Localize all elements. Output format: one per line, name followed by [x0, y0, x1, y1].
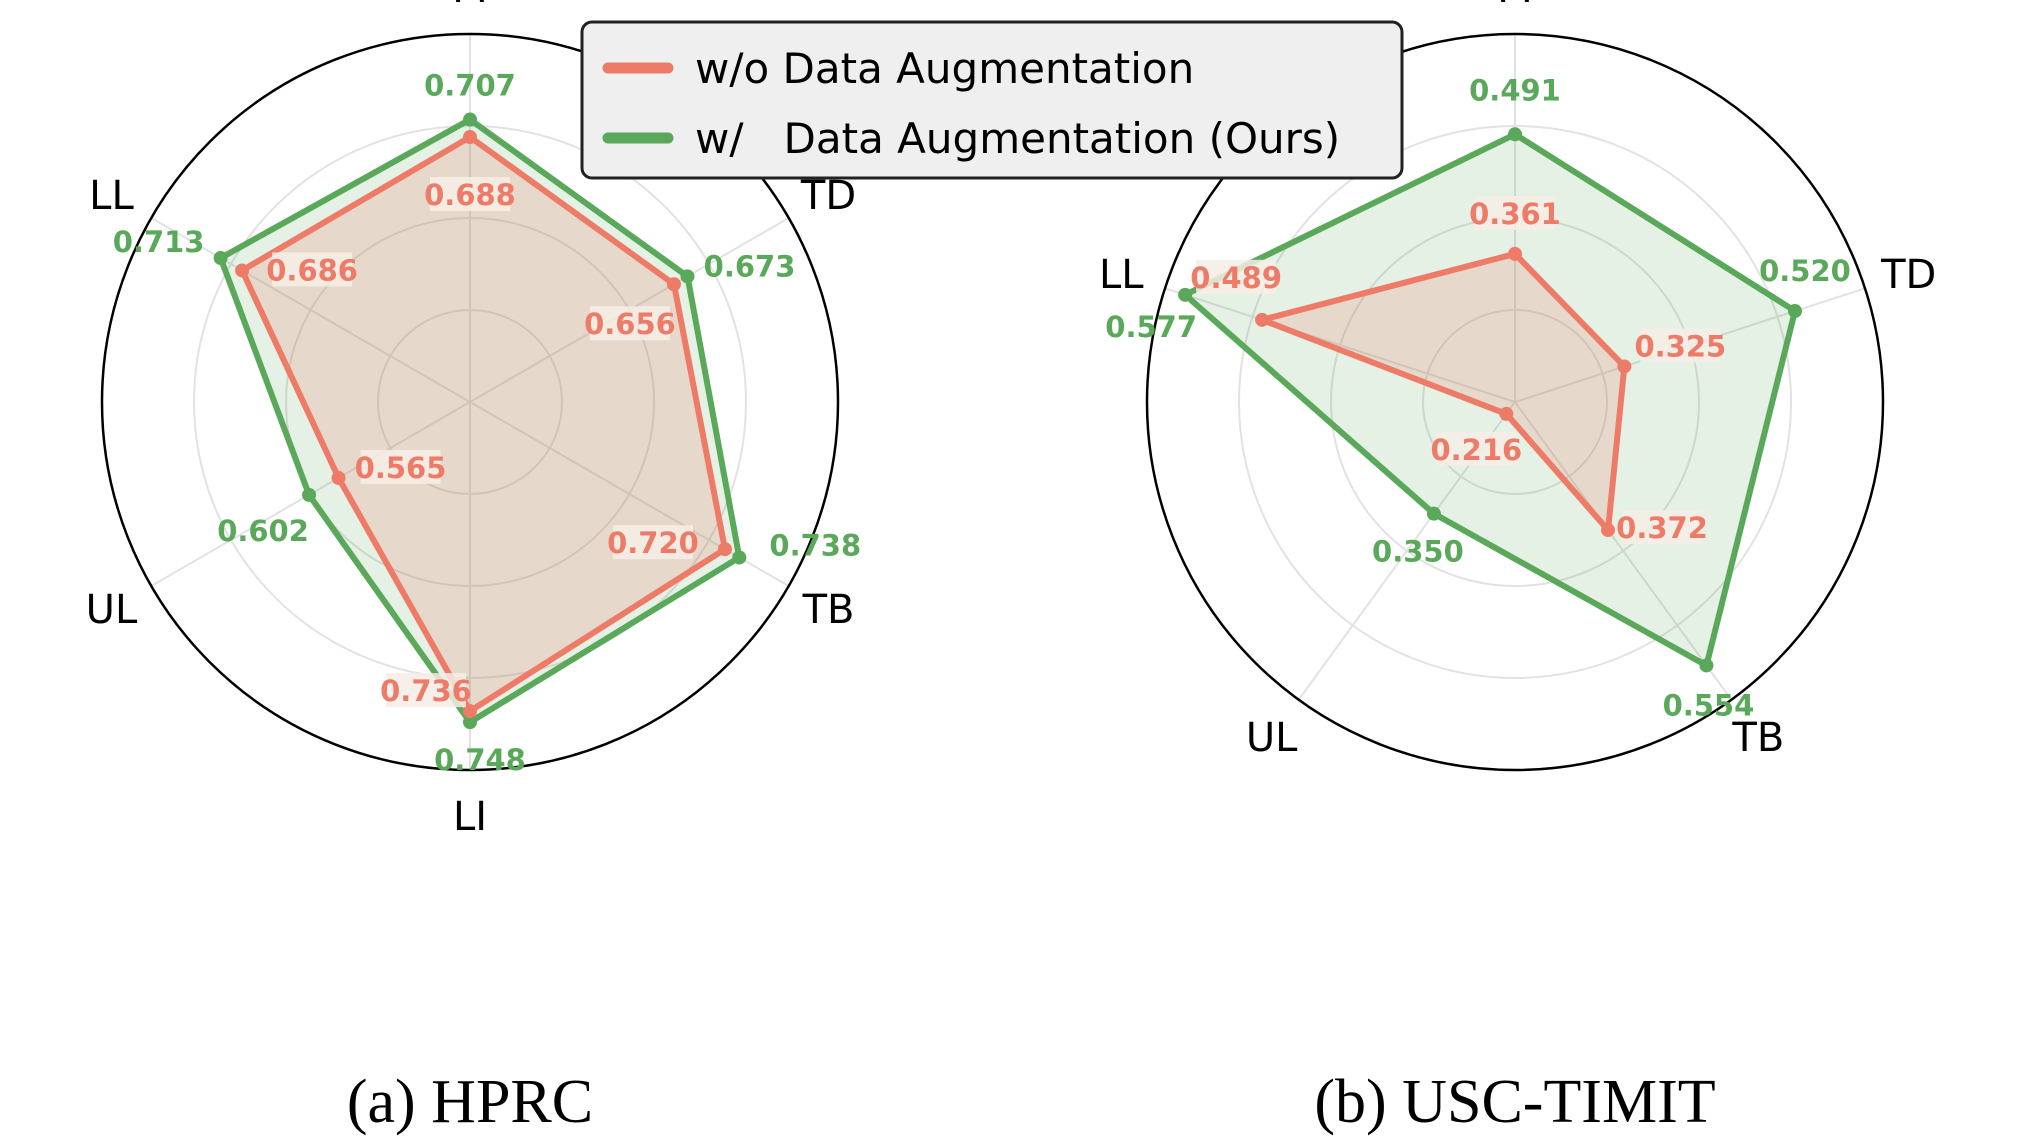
point-without-td: [1617, 359, 1632, 374]
value-label-without-tb: 0.720: [607, 526, 699, 560]
legend-box: [580, 20, 1404, 180]
value-label-with-td: 0.673: [704, 249, 796, 283]
point-with-td: [680, 269, 695, 284]
series-without-polygon: [1259, 250, 1628, 534]
value-label-bg: [1436, 431, 1517, 466]
chart-caption: (b) USC-TIMIT: [1314, 1068, 1715, 1136]
point-with-ll: [213, 251, 228, 266]
axis-label-ll: LL: [89, 173, 134, 219]
value-label-bg: [272, 252, 353, 287]
point-with-li: [463, 715, 477, 730]
value-label-with-tb: 0.554: [1663, 688, 1755, 722]
legend: w/o Data Augmentation w/ Data Augmentatio…: [580, 20, 1404, 180]
outer-frame: [100, 32, 840, 772]
legend-label-1: w/ Data Augmentation (Ours): [695, 114, 1340, 163]
value-label-without-ul: 0.565: [355, 451, 447, 485]
value-label-with-ll: 0.713: [113, 225, 205, 259]
point-with-ul: [1426, 506, 1441, 521]
point-without-li: [463, 704, 477, 719]
value-label-without-ll: 0.489: [1190, 261, 1282, 295]
point-without-tb: [1601, 523, 1616, 538]
value-label-bg: [589, 306, 670, 341]
value-label-without-tt: 0.361: [1469, 197, 1561, 231]
axis-label-tt: TT: [1490, 0, 1540, 12]
value-label-without-ul: 0.216: [1430, 433, 1522, 467]
point-with-tb: [1699, 658, 1714, 673]
value-label-with-ll: 0.577: [1105, 310, 1197, 344]
value-label-without-ll: 0.686: [266, 253, 358, 287]
axis-label-td: TD: [800, 173, 856, 219]
value-label-bg: [386, 673, 466, 708]
value-label-with-ul: 0.350: [1372, 535, 1464, 569]
chart-caption: (a) HPRC: [347, 1068, 593, 1136]
axis-label-tb: TB: [802, 587, 855, 633]
value-label-with-tt: 0.707: [424, 69, 516, 103]
value-label-without-tb: 0.372: [1616, 511, 1708, 545]
point-with-tt: [1508, 127, 1522, 142]
value-label-bg: [1640, 328, 1721, 363]
value-label-bg: [1196, 259, 1277, 294]
value-label-without-tt: 0.688: [424, 178, 516, 212]
point-without-ul: [1499, 406, 1514, 421]
grid-spoke: [1514, 401, 1733, 701]
radar-chart-a: TT TD TB LI UL LL 0.688 0.656 0.720 0.736 0.565 0.6…: [86, 0, 861, 1136]
point-with-ll: [1178, 287, 1193, 302]
value-label-with-tt: 0.491: [1469, 73, 1561, 107]
value-label-bg: [612, 525, 693, 560]
grid-spoke: [150, 217, 471, 403]
point-with-td: [1787, 304, 1802, 319]
radar-chart-b: TT TD TB UL LL 0.361 0.325 0.372 0.216 0.489 0.491…: [1099, 0, 1936, 1136]
point-with-tt: [463, 112, 477, 127]
value-label-with-li: 0.748: [434, 743, 526, 777]
axis-label-ul: UL: [1246, 715, 1298, 761]
point-without-td: [666, 277, 681, 292]
value-label-without-td: 0.656: [584, 307, 676, 341]
axis-label-ll: LL: [1099, 252, 1144, 298]
grid-spoke: [1164, 287, 1516, 403]
outer-frame: [1145, 32, 1885, 772]
axis-label-tt: TT: [445, 0, 495, 12]
point-without-ll: [235, 263, 250, 278]
value-label-bg: [360, 449, 441, 484]
legend-label-0: w/o Data Augmentation: [695, 44, 1194, 93]
point-with-tb: [732, 550, 747, 565]
value-label-with-td: 0.520: [1759, 254, 1851, 288]
point-without-tt: [1508, 246, 1522, 261]
axis-label-tb: TB: [1731, 715, 1784, 761]
value-label-with-ul: 0.602: [217, 514, 309, 548]
value-label-without-li: 0.736: [380, 674, 472, 708]
point-with-ul: [302, 487, 317, 502]
value-label-with-tb: 0.738: [769, 528, 861, 562]
point-without-ll: [1255, 312, 1270, 327]
axis-label-td: TD: [1880, 252, 1936, 298]
axis-label-ul: UL: [86, 587, 138, 633]
point-without-tt: [463, 130, 477, 145]
value-label-bg: [430, 177, 510, 212]
point-without-ul: [331, 470, 346, 485]
point-without-tb: [717, 542, 732, 557]
value-label-bg: [1475, 195, 1555, 230]
value-label-without-td: 0.325: [1635, 329, 1727, 363]
axis-label-li: LI: [453, 794, 487, 840]
value-label-bg: [1622, 510, 1703, 545]
